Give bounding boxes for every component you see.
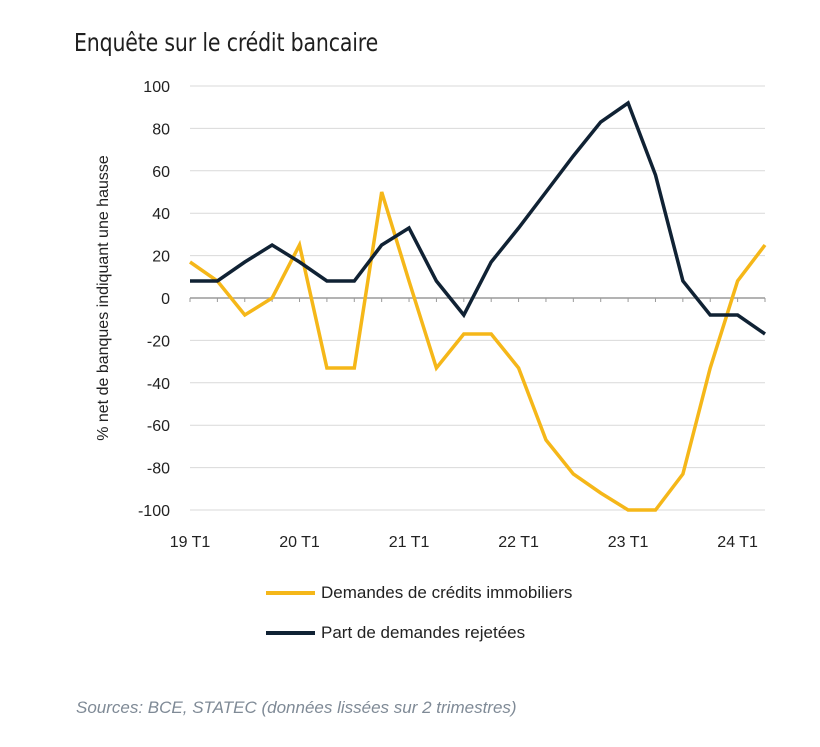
x-tick-label: 23 T1 xyxy=(608,534,649,551)
y-tick-label: 0 xyxy=(161,291,170,308)
x-tick-label: 20 T1 xyxy=(279,534,320,551)
y-tick-label: 40 xyxy=(152,206,170,223)
y-tick-label: 60 xyxy=(152,164,170,181)
y-tick-label: -20 xyxy=(147,333,170,350)
line-chart: 100 80 60 40 20 0 -20 -40 -60 -80 -100 19 T1 20 T1 2… xyxy=(95,79,767,551)
x-tick-label: 22 T1 xyxy=(498,534,539,551)
x-tick-label: 24 T1 xyxy=(717,534,758,551)
x-axis-ticks: 19 T1 20 T1 21 T1 22 T1 23 T1 24 T1 xyxy=(170,534,758,551)
legend-label-housing: Demandes de crédits immobiliers xyxy=(321,583,573,602)
y-tick-label: -80 xyxy=(147,461,170,478)
legend-item-housing-loans: Demandes de crédits immobiliers xyxy=(266,583,572,603)
y-axis-label: % net de banques indiquant une hausse xyxy=(95,155,112,441)
x-tick-label: 21 T1 xyxy=(389,534,430,551)
y-tick-label: -40 xyxy=(147,376,170,393)
legend-swatch-housing xyxy=(266,591,315,595)
legend-label-rejected: Part de demandes rejetées xyxy=(321,623,526,642)
series-line-housing-loans xyxy=(189,191,767,512)
y-tick-label: -100 xyxy=(138,503,170,520)
y-tick-label: -60 xyxy=(147,418,170,435)
source-note: Sources: BCE, STATEC (données lissées su… xyxy=(76,698,517,717)
x-tick-label: 19 T1 xyxy=(170,534,211,551)
series-lines xyxy=(189,100,767,512)
y-tick-label: 80 xyxy=(152,121,170,138)
gridlines xyxy=(189,85,766,511)
y-tick-label: 20 xyxy=(152,249,170,266)
y-tick-label: 100 xyxy=(143,79,170,96)
y-axis-ticks: 100 80 60 40 20 0 -20 -40 -60 -80 -100 xyxy=(138,79,170,520)
legend-swatch-rejected xyxy=(266,631,315,635)
chart-title: Enquête sur le crédit bancaire xyxy=(74,28,379,57)
legend-item-rejected: Part de demandes rejetées xyxy=(266,623,525,643)
series-line-rejected-requests xyxy=(190,100,766,336)
